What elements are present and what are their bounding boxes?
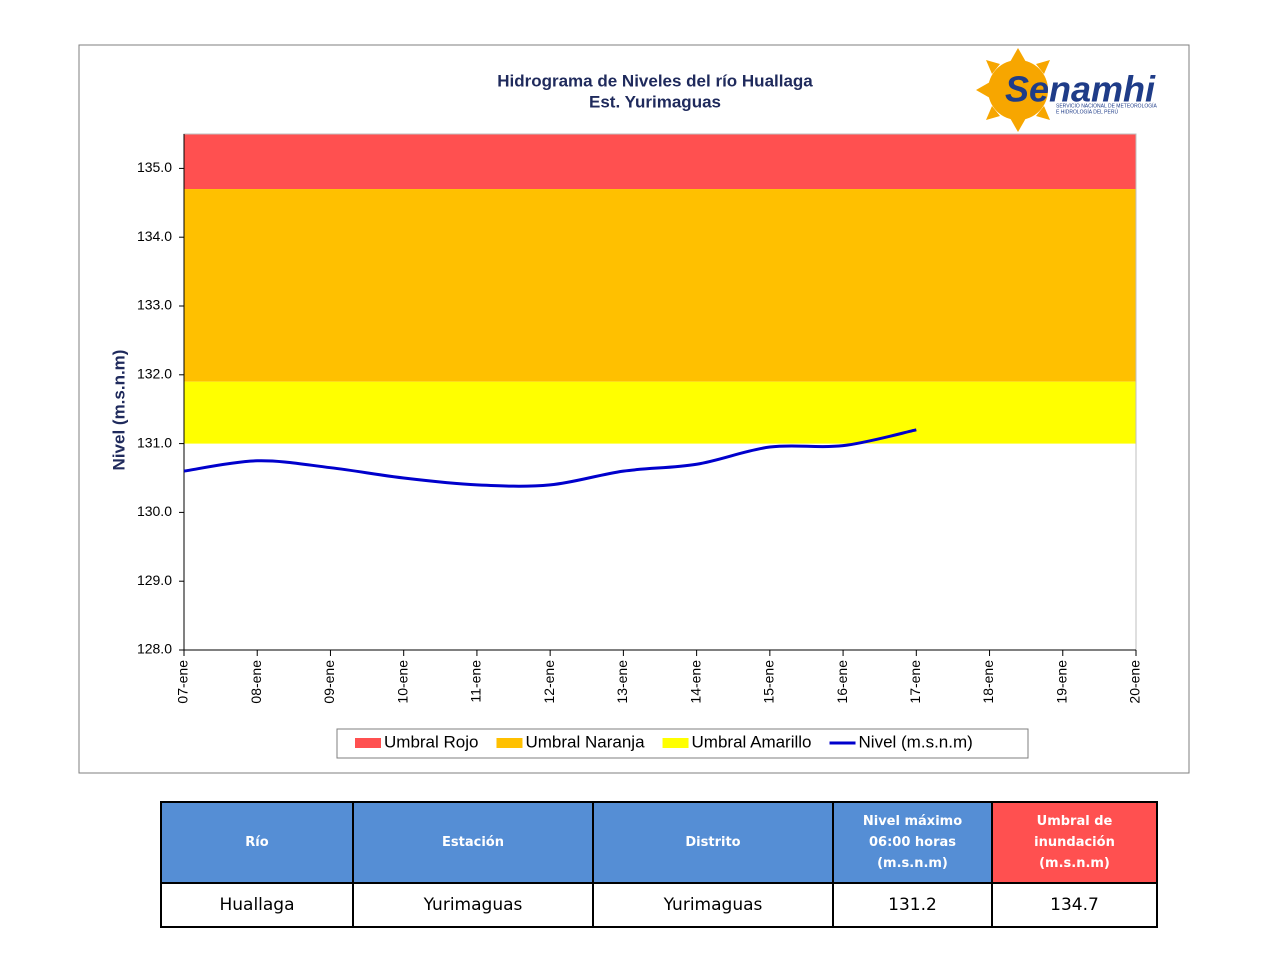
y-tick-label: 135.0: [137, 159, 172, 175]
y-tick-label: 128.0: [137, 641, 172, 657]
x-tick-label: 10-ene: [394, 660, 410, 704]
threshold-band: [184, 381, 1136, 444]
x-tick-label: 13-ene: [614, 660, 630, 704]
cell: 134.7: [991, 882, 1158, 928]
header-cell: Río: [160, 801, 354, 884]
legend-swatch: [355, 738, 381, 748]
x-tick-label: 18-ene: [980, 660, 996, 704]
y-tick-label: 134.0: [137, 228, 172, 244]
legend-swatch: [496, 738, 523, 748]
x-tick-label: 20-ene: [1127, 660, 1143, 704]
x-tick-label: 17-ene: [907, 660, 923, 704]
legend-label: Umbral Rojo: [384, 732, 478, 751]
x-tick-label: 15-ene: [761, 660, 777, 704]
y-tick-label: 132.0: [137, 366, 172, 382]
logo-sun: [976, 48, 1050, 132]
x-tick-label: 09-ene: [321, 660, 337, 704]
chart-title: Hidrograma de Niveles del río Huallaga: [497, 71, 813, 90]
table-header: Río Estación Distrito Nivel máximo 06:00…: [160, 801, 1158, 884]
table-row: Huallaga Yurimaguas Yurimaguas 131.2 134…: [160, 882, 1158, 928]
x-tick-label: 11-ene: [468, 660, 484, 703]
chart-subtitle: Est. Yurimaguas: [589, 92, 721, 111]
y-tick-label: 133.0: [137, 297, 172, 313]
logo-subtext: E HIDROLOGÍA DEL PERÚ: [1056, 108, 1118, 115]
x-tick-label: 07-ene: [175, 660, 191, 704]
x-tick-label: 12-ene: [541, 660, 557, 704]
legend-swatch: [662, 738, 689, 748]
header-cell: Umbral de inundación (m.s.n.m): [991, 801, 1158, 884]
header-cell: Nivel máximo 06:00 horas (m.s.n.m): [832, 801, 993, 884]
threshold-band: [184, 134, 1136, 190]
y-tick-label: 131.0: [137, 434, 172, 450]
x-tick-label: 16-ene: [834, 660, 850, 704]
y-tick-label: 129.0: [137, 572, 172, 588]
cell: 131.2: [832, 882, 993, 928]
x-tick-label: 19-ene: [1053, 660, 1069, 704]
header-cell: Distrito: [592, 801, 834, 884]
cell: Yurimaguas: [592, 882, 834, 928]
x-tick-label: 08-ene: [248, 660, 264, 704]
x-tick-label: 14-ene: [687, 660, 703, 704]
legend-label: Nivel (m.s.n.m): [859, 732, 973, 751]
header-cell: Estación: [352, 801, 594, 884]
chart: Hidrograma de Niveles del río Huallaga E…: [78, 44, 1190, 774]
logo-text: Senamhi: [1005, 69, 1156, 110]
legend-label: Umbral Amarillo: [692, 732, 812, 751]
y-tick-label: 130.0: [137, 503, 172, 519]
summary-table: Río Estación Distrito Nivel máximo 06:00…: [160, 801, 1158, 928]
legend-label: Umbral Naranja: [525, 732, 645, 751]
cell: Huallaga: [160, 882, 354, 928]
logo-subtext: SERVICIO NACIONAL DE METEOROLOGÍA: [1056, 102, 1158, 109]
series-line: [183, 428, 917, 488]
y-axis-label: Nivel (m.s.n.m): [109, 350, 128, 471]
threshold-band: [184, 189, 1136, 382]
cell: Yurimaguas: [352, 882, 594, 928]
logo: Senamhi SERVICIO NACIONAL DE METEOROLOGÍ…: [976, 48, 1158, 132]
